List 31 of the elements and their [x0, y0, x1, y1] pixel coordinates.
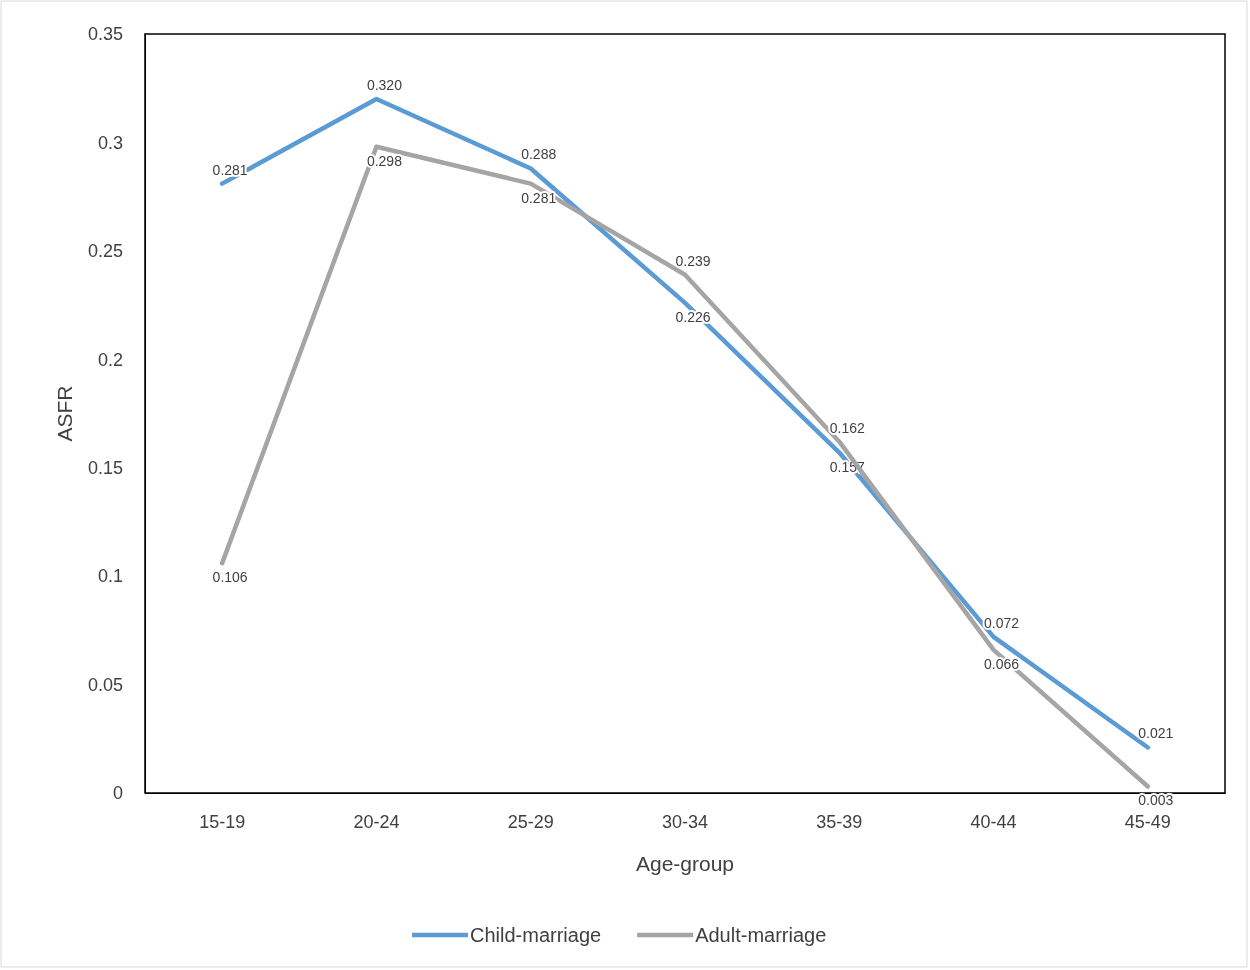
y-tick-label: 0.1: [97, 566, 123, 587]
data-label: 0.162: [829, 419, 866, 436]
x-axis-title: Age-group: [635, 852, 735, 875]
x-tick-label: 45-49: [1124, 811, 1171, 832]
y-tick-label: 0.35: [87, 24, 123, 45]
data-label: 0.066: [984, 655, 1020, 672]
y-tick-label: 0.2: [97, 349, 123, 370]
data-label: 0.281: [212, 161, 248, 178]
data-label: 0.072: [984, 614, 1020, 631]
y-tick-label: 0: [112, 783, 123, 804]
data-label: 0.320: [366, 77, 403, 94]
data-label: 0.003: [1138, 792, 1174, 809]
x-tick-label: 35-39: [816, 811, 863, 832]
data-label: 0.239: [675, 252, 711, 269]
y-tick-label: 0.3: [97, 132, 123, 153]
y-tick-label: 0.25: [87, 241, 123, 262]
data-label: 0.106: [212, 569, 248, 586]
x-tick-label: 25-29: [507, 811, 554, 832]
legend-label: Child-marriage: [470, 924, 602, 946]
x-tick-label: 30-34: [661, 811, 709, 832]
legend-label: Adult-marriage: [695, 924, 827, 946]
x-tick-label: 40-44: [970, 811, 1017, 832]
data-label: 0.021: [1138, 725, 1174, 742]
y-tick-label: 0.05: [87, 674, 123, 695]
data-label: 0.288: [521, 146, 557, 163]
x-tick-label: 20-24: [353, 811, 400, 832]
data-label: 0.298: [366, 152, 403, 169]
y-tick-label: 0.15: [87, 457, 123, 478]
x-tick-label: 15-19: [199, 811, 246, 832]
data-label: 0.281: [521, 189, 557, 206]
y-axis-title: ASFR: [53, 385, 76, 442]
